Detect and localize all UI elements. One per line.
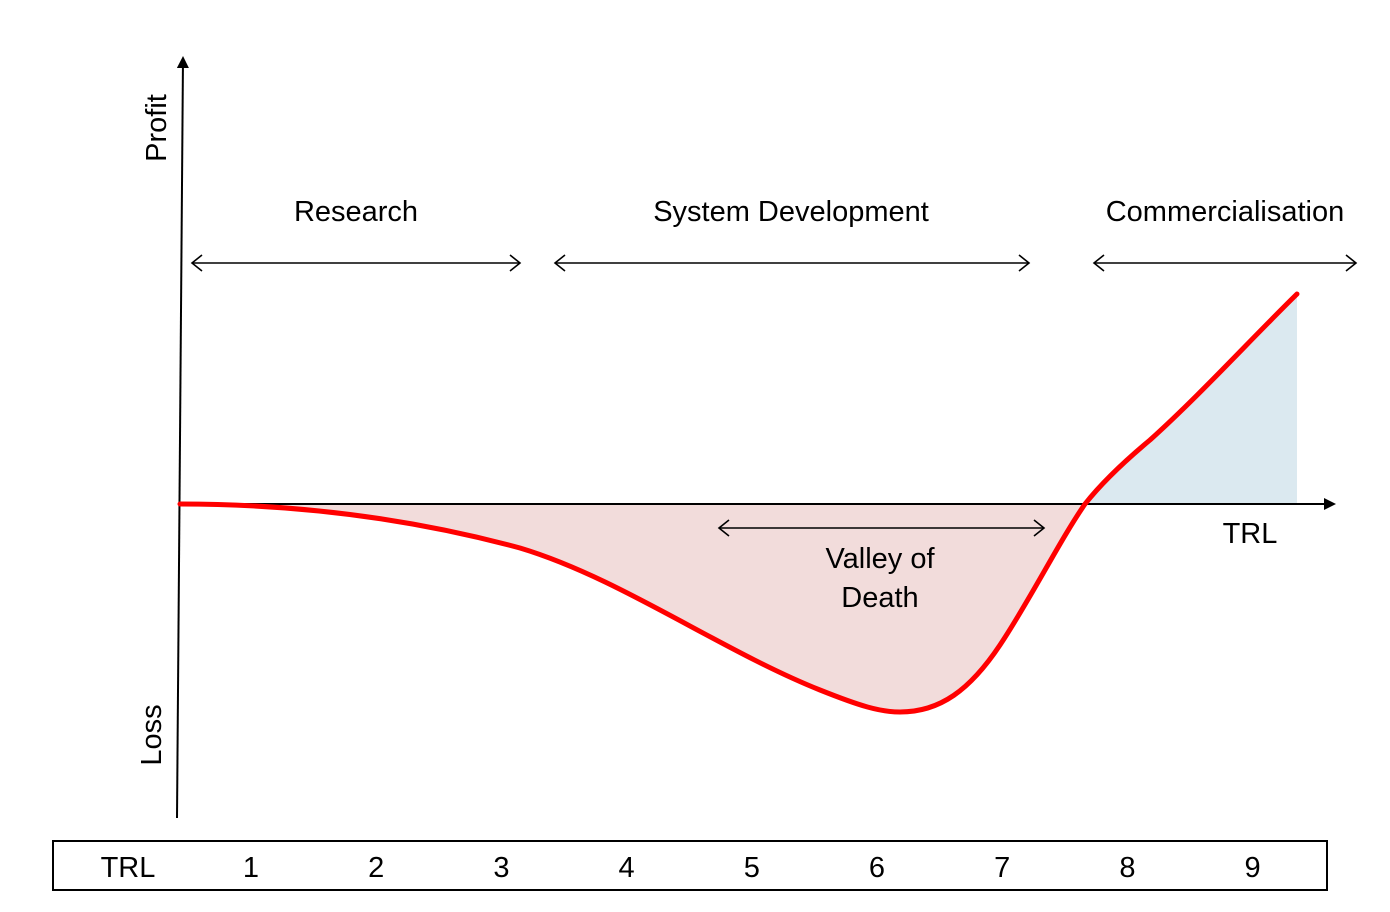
y-axis-loss-label: Loss <box>136 704 168 765</box>
trl-level-7: 7 <box>994 852 1010 884</box>
phase-system-development-span-arrow <box>553 254 1031 272</box>
y-axis <box>176 56 189 819</box>
trl-levels: 1 2 3 4 5 6 7 8 9 <box>243 852 1261 884</box>
trl-level-4: 4 <box>619 852 635 884</box>
trl-level-1: 1 <box>243 852 259 884</box>
phase-commercialisation-span-arrow <box>1092 254 1358 272</box>
trl-table-header: TRL <box>101 852 156 884</box>
valley-of-death-label-line1: Valley of <box>825 543 935 575</box>
trl-level-9: 9 <box>1245 852 1261 884</box>
trl-level-8: 8 <box>1119 852 1135 884</box>
phase-commercialisation-label: Commercialisation <box>1106 196 1345 228</box>
y-axis-profit-label: Profit <box>141 94 173 162</box>
x-axis-label: TRL <box>1223 518 1278 550</box>
phase-research-label: Research <box>294 196 418 228</box>
profit-loss-curve <box>177 291 1300 715</box>
phase-system-development-label: System Development <box>653 196 929 228</box>
valley-of-death-span-arrow <box>717 519 1046 537</box>
trl-level-2: 2 <box>368 852 384 884</box>
trl-level-3: 3 <box>493 852 509 884</box>
trl-level-6: 6 <box>869 852 885 884</box>
loss-area <box>180 504 1085 712</box>
phase-research-span-arrow <box>190 254 522 272</box>
trl-level-5: 5 <box>744 852 760 884</box>
valley-of-death-label-line2: Death <box>841 582 918 614</box>
trl-table <box>52 840 1328 891</box>
